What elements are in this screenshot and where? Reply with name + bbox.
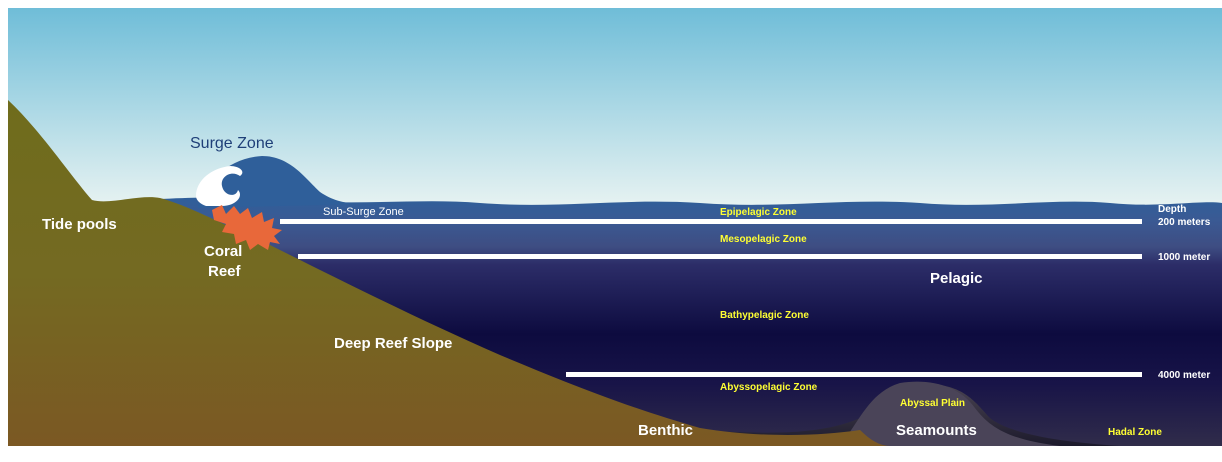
abyssal-plain-label: Abyssal Plain [900, 398, 965, 409]
seamount [840, 381, 1060, 446]
sub-surge-zone-label: Sub-Surge Zone [323, 206, 404, 218]
land-slope [8, 100, 890, 446]
depth-mark-4000: 4000 meter [1158, 370, 1210, 381]
depth-header: Depth [1158, 204, 1186, 215]
coral-reef-label-line1: Coral [204, 243, 242, 260]
depth-line-4000m [566, 372, 1142, 377]
pelagic-label: Pelagic [930, 270, 983, 287]
seamounts-label: Seamounts [896, 422, 977, 439]
depth-mark-200: 200 meters [1158, 217, 1211, 228]
coral-reef [212, 205, 282, 250]
tide-pools-label: Tide pools [42, 216, 117, 233]
sky [8, 8, 1222, 208]
deep-reef-slope-label: Deep Reef Slope [334, 335, 452, 352]
coral-reef-label-line2: Reef [208, 263, 242, 280]
depth-line-1000m [298, 254, 1142, 259]
epipelagic-zone-label: Epipelagic Zone [720, 207, 797, 218]
abyssopelagic-zone-label: Abyssopelagic Zone [720, 382, 818, 393]
benthic-label: Benthic [638, 422, 693, 439]
bathypelagic-zone-label: Bathypelagic Zone [720, 310, 809, 321]
depth-mark-1000: 1000 meter [1158, 252, 1210, 263]
depth-line-200m [280, 219, 1142, 224]
wave-foam [196, 166, 243, 206]
surge-zone-label: Surge Zone [190, 135, 274, 152]
mesopelagic-zone-label: Mesopelagic Zone [720, 234, 807, 245]
hadal-zone-label: Hadal Zone [1108, 427, 1162, 438]
